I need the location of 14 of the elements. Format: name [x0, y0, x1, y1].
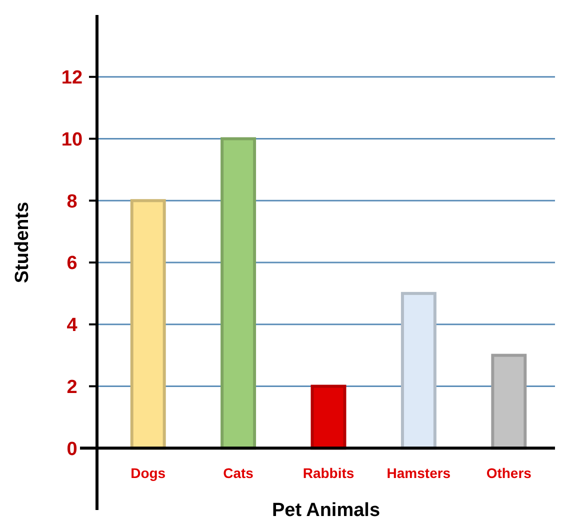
y-axis-title: Students [12, 202, 33, 284]
x-axis-title: Pet Animals [272, 500, 380, 521]
y-tick-label: 2 [66, 376, 78, 398]
y-tick-label: 10 [61, 129, 83, 150]
x-tick-label: Others [486, 465, 532, 482]
x-tick-label: Hamsters [386, 465, 451, 482]
y-tick-label: 6 [66, 253, 78, 274]
x-tick-label: Rabbits [302, 465, 354, 482]
x-tick-label: Cats [223, 465, 254, 482]
x-tick-label: Dogs [130, 465, 166, 482]
y-tick-label: 0 [66, 438, 78, 460]
y-tick-label: 4 [66, 315, 78, 336]
y-tick-label: 8 [66, 191, 78, 212]
y-tick-label: 12 [61, 68, 83, 89]
